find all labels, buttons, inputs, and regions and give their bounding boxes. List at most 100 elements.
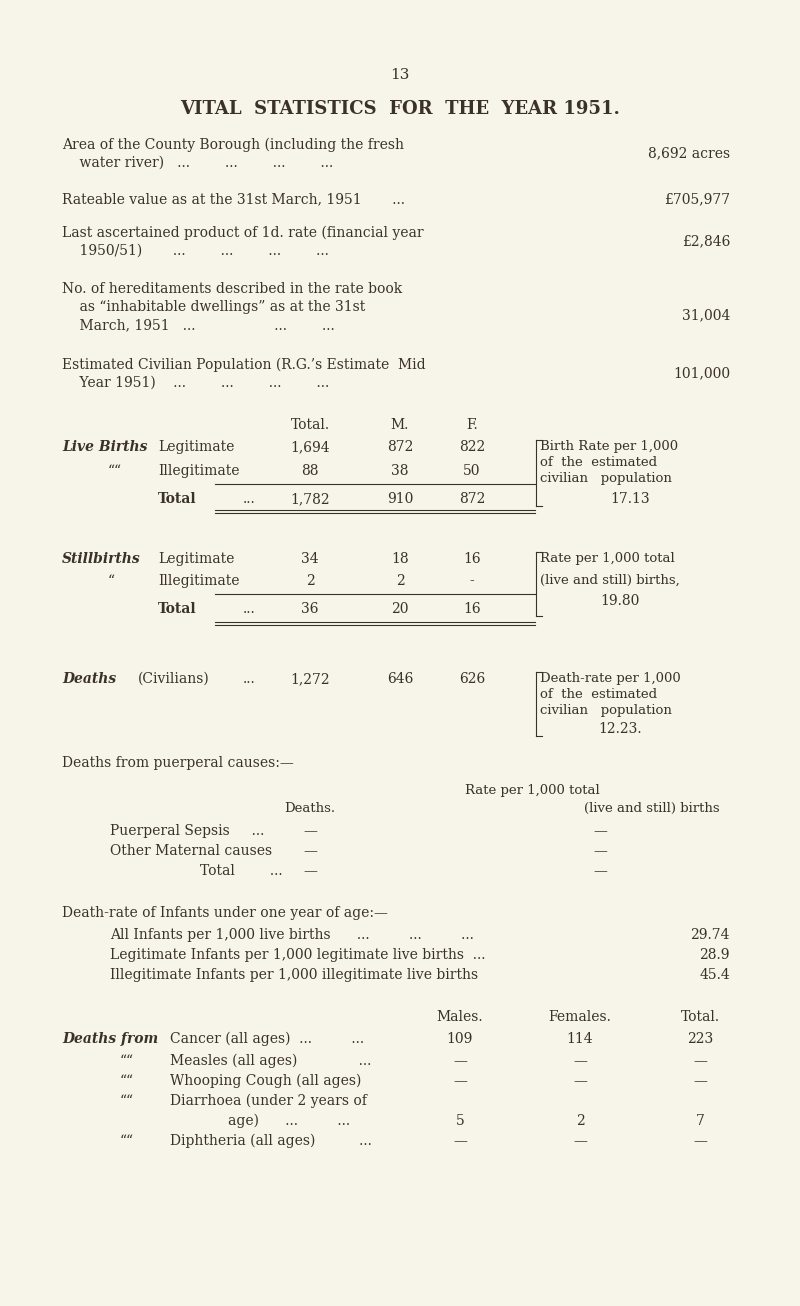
Text: “: “ bbox=[108, 575, 115, 588]
Text: 36: 36 bbox=[302, 602, 318, 616]
Text: 88: 88 bbox=[302, 464, 318, 478]
Text: 910: 910 bbox=[387, 492, 413, 505]
Text: F.: F. bbox=[466, 418, 478, 432]
Text: 1,782: 1,782 bbox=[290, 492, 330, 505]
Text: Area of the County Borough (including the fresh: Area of the County Borough (including th… bbox=[62, 138, 404, 153]
Text: 50: 50 bbox=[463, 464, 481, 478]
Text: 7: 7 bbox=[695, 1114, 705, 1128]
Text: Puerperal Sepsis     ...: Puerperal Sepsis ... bbox=[110, 824, 264, 838]
Text: 822: 822 bbox=[459, 440, 485, 454]
Text: Whooping Cough (all ages): Whooping Cough (all ages) bbox=[170, 1074, 362, 1088]
Text: 28.9: 28.9 bbox=[699, 948, 730, 963]
Text: £2,846: £2,846 bbox=[682, 234, 730, 248]
Text: Stillbirths: Stillbirths bbox=[62, 552, 141, 565]
Text: Live Births: Live Births bbox=[62, 440, 147, 454]
Text: 626: 626 bbox=[459, 673, 485, 686]
Text: 45.4: 45.4 bbox=[699, 968, 730, 982]
Text: (live and still) births,: (live and still) births, bbox=[540, 575, 680, 586]
Text: —: — bbox=[303, 844, 317, 858]
Text: of  the  estimated: of the estimated bbox=[540, 688, 657, 701]
Text: 38: 38 bbox=[391, 464, 409, 478]
Text: 34: 34 bbox=[301, 552, 319, 565]
Text: Legitimate: Legitimate bbox=[158, 440, 234, 454]
Text: ...: ... bbox=[243, 673, 256, 686]
Text: Deaths from: Deaths from bbox=[62, 1032, 158, 1046]
Text: —: — bbox=[573, 1054, 587, 1068]
Text: 872: 872 bbox=[387, 440, 413, 454]
Text: ““: ““ bbox=[120, 1094, 134, 1107]
Text: £705,977: £705,977 bbox=[664, 192, 730, 206]
Text: Rate per 1,000 total: Rate per 1,000 total bbox=[540, 552, 674, 565]
Text: Total        ...: Total ... bbox=[200, 865, 282, 878]
Text: 1950/51)       ...        ...        ...        ...: 1950/51) ... ... ... ... bbox=[62, 244, 329, 259]
Text: 109: 109 bbox=[447, 1032, 473, 1046]
Text: All Infants per 1,000 live births      ...         ...         ...: All Infants per 1,000 live births ... ..… bbox=[110, 929, 474, 942]
Text: VITAL  STATISTICS  FOR  THE  YEAR 1951.: VITAL STATISTICS FOR THE YEAR 1951. bbox=[180, 101, 620, 118]
Text: 646: 646 bbox=[387, 673, 413, 686]
Text: ““: ““ bbox=[108, 464, 122, 478]
Text: as “inhabitable dwellings” as at the 31st: as “inhabitable dwellings” as at the 31s… bbox=[62, 300, 366, 313]
Text: 31,004: 31,004 bbox=[682, 308, 730, 323]
Text: Deaths.: Deaths. bbox=[285, 802, 335, 815]
Text: Total: Total bbox=[158, 602, 197, 616]
Text: Total: Total bbox=[158, 492, 197, 505]
Text: ““: ““ bbox=[120, 1134, 134, 1148]
Text: Diphtheria (all ages)          ...: Diphtheria (all ages) ... bbox=[170, 1134, 372, 1148]
Text: Deaths from puerperal causes:—: Deaths from puerperal causes:— bbox=[62, 756, 294, 771]
Text: 16: 16 bbox=[463, 602, 481, 616]
Text: Legitimate: Legitimate bbox=[158, 552, 234, 565]
Text: Death-rate per 1,000: Death-rate per 1,000 bbox=[540, 673, 681, 686]
Text: —: — bbox=[303, 865, 317, 878]
Text: Death-rate of Infants under one year of age:—: Death-rate of Infants under one year of … bbox=[62, 906, 388, 919]
Text: Year 1951)    ...        ...        ...        ...: Year 1951) ... ... ... ... bbox=[62, 376, 330, 390]
Text: —: — bbox=[453, 1074, 467, 1088]
Text: —: — bbox=[573, 1134, 587, 1148]
Text: ...: ... bbox=[243, 492, 256, 505]
Text: Rate per 1,000 total: Rate per 1,000 total bbox=[466, 784, 600, 797]
Text: Estimated Civilian Population (R.G.’s Estimate  Mid: Estimated Civilian Population (R.G.’s Es… bbox=[62, 358, 426, 372]
Text: Total.: Total. bbox=[290, 418, 330, 432]
Text: (live and still) births: (live and still) births bbox=[584, 802, 720, 815]
Text: —: — bbox=[693, 1074, 707, 1088]
Text: 1,272: 1,272 bbox=[290, 673, 330, 686]
Text: —: — bbox=[303, 824, 317, 838]
Text: Illegitimate: Illegitimate bbox=[158, 575, 239, 588]
Text: Other Maternal causes: Other Maternal causes bbox=[110, 844, 272, 858]
Text: —: — bbox=[453, 1054, 467, 1068]
Text: of  the  estimated: of the estimated bbox=[540, 456, 657, 469]
Text: 19.80: 19.80 bbox=[600, 594, 640, 609]
Text: Females.: Females. bbox=[549, 1010, 611, 1024]
Text: civilian   population: civilian population bbox=[540, 704, 672, 717]
Text: Diarrhoea (under 2 years of: Diarrhoea (under 2 years of bbox=[170, 1094, 367, 1109]
Text: Cancer (all ages)  ...         ...: Cancer (all ages) ... ... bbox=[170, 1032, 364, 1046]
Text: ...: ... bbox=[243, 602, 256, 616]
Text: Legitimate Infants per 1,000 legitimate live births  ...: Legitimate Infants per 1,000 legitimate … bbox=[110, 948, 486, 963]
Text: —: — bbox=[693, 1134, 707, 1148]
Text: M.: M. bbox=[391, 418, 409, 432]
Text: 17.13: 17.13 bbox=[610, 492, 650, 505]
Text: Males.: Males. bbox=[437, 1010, 483, 1024]
Text: —: — bbox=[593, 824, 607, 838]
Text: —: — bbox=[593, 865, 607, 878]
Text: -: - bbox=[470, 575, 474, 588]
Text: 2: 2 bbox=[576, 1114, 584, 1128]
Text: 2: 2 bbox=[396, 575, 404, 588]
Text: ““: ““ bbox=[120, 1054, 134, 1068]
Text: Birth Rate per 1,000: Birth Rate per 1,000 bbox=[540, 440, 678, 453]
Text: 1,694: 1,694 bbox=[290, 440, 330, 454]
Text: 223: 223 bbox=[687, 1032, 713, 1046]
Text: water river)   ...        ...        ...        ...: water river) ... ... ... ... bbox=[62, 155, 334, 170]
Text: 20: 20 bbox=[391, 602, 409, 616]
Text: 12.23.: 12.23. bbox=[598, 722, 642, 737]
Text: 101,000: 101,000 bbox=[673, 366, 730, 380]
Text: —: — bbox=[593, 844, 607, 858]
Text: 29.74: 29.74 bbox=[690, 929, 730, 942]
Text: No. of hereditaments described in the rate book: No. of hereditaments described in the ra… bbox=[62, 282, 402, 296]
Text: Deaths: Deaths bbox=[62, 673, 116, 686]
Text: Measles (all ages)              ...: Measles (all ages) ... bbox=[170, 1054, 371, 1068]
Text: 2: 2 bbox=[306, 575, 314, 588]
Text: —: — bbox=[693, 1054, 707, 1068]
Text: —: — bbox=[453, 1134, 467, 1148]
Text: 872: 872 bbox=[459, 492, 485, 505]
Text: 8,692 acres: 8,692 acres bbox=[648, 146, 730, 161]
